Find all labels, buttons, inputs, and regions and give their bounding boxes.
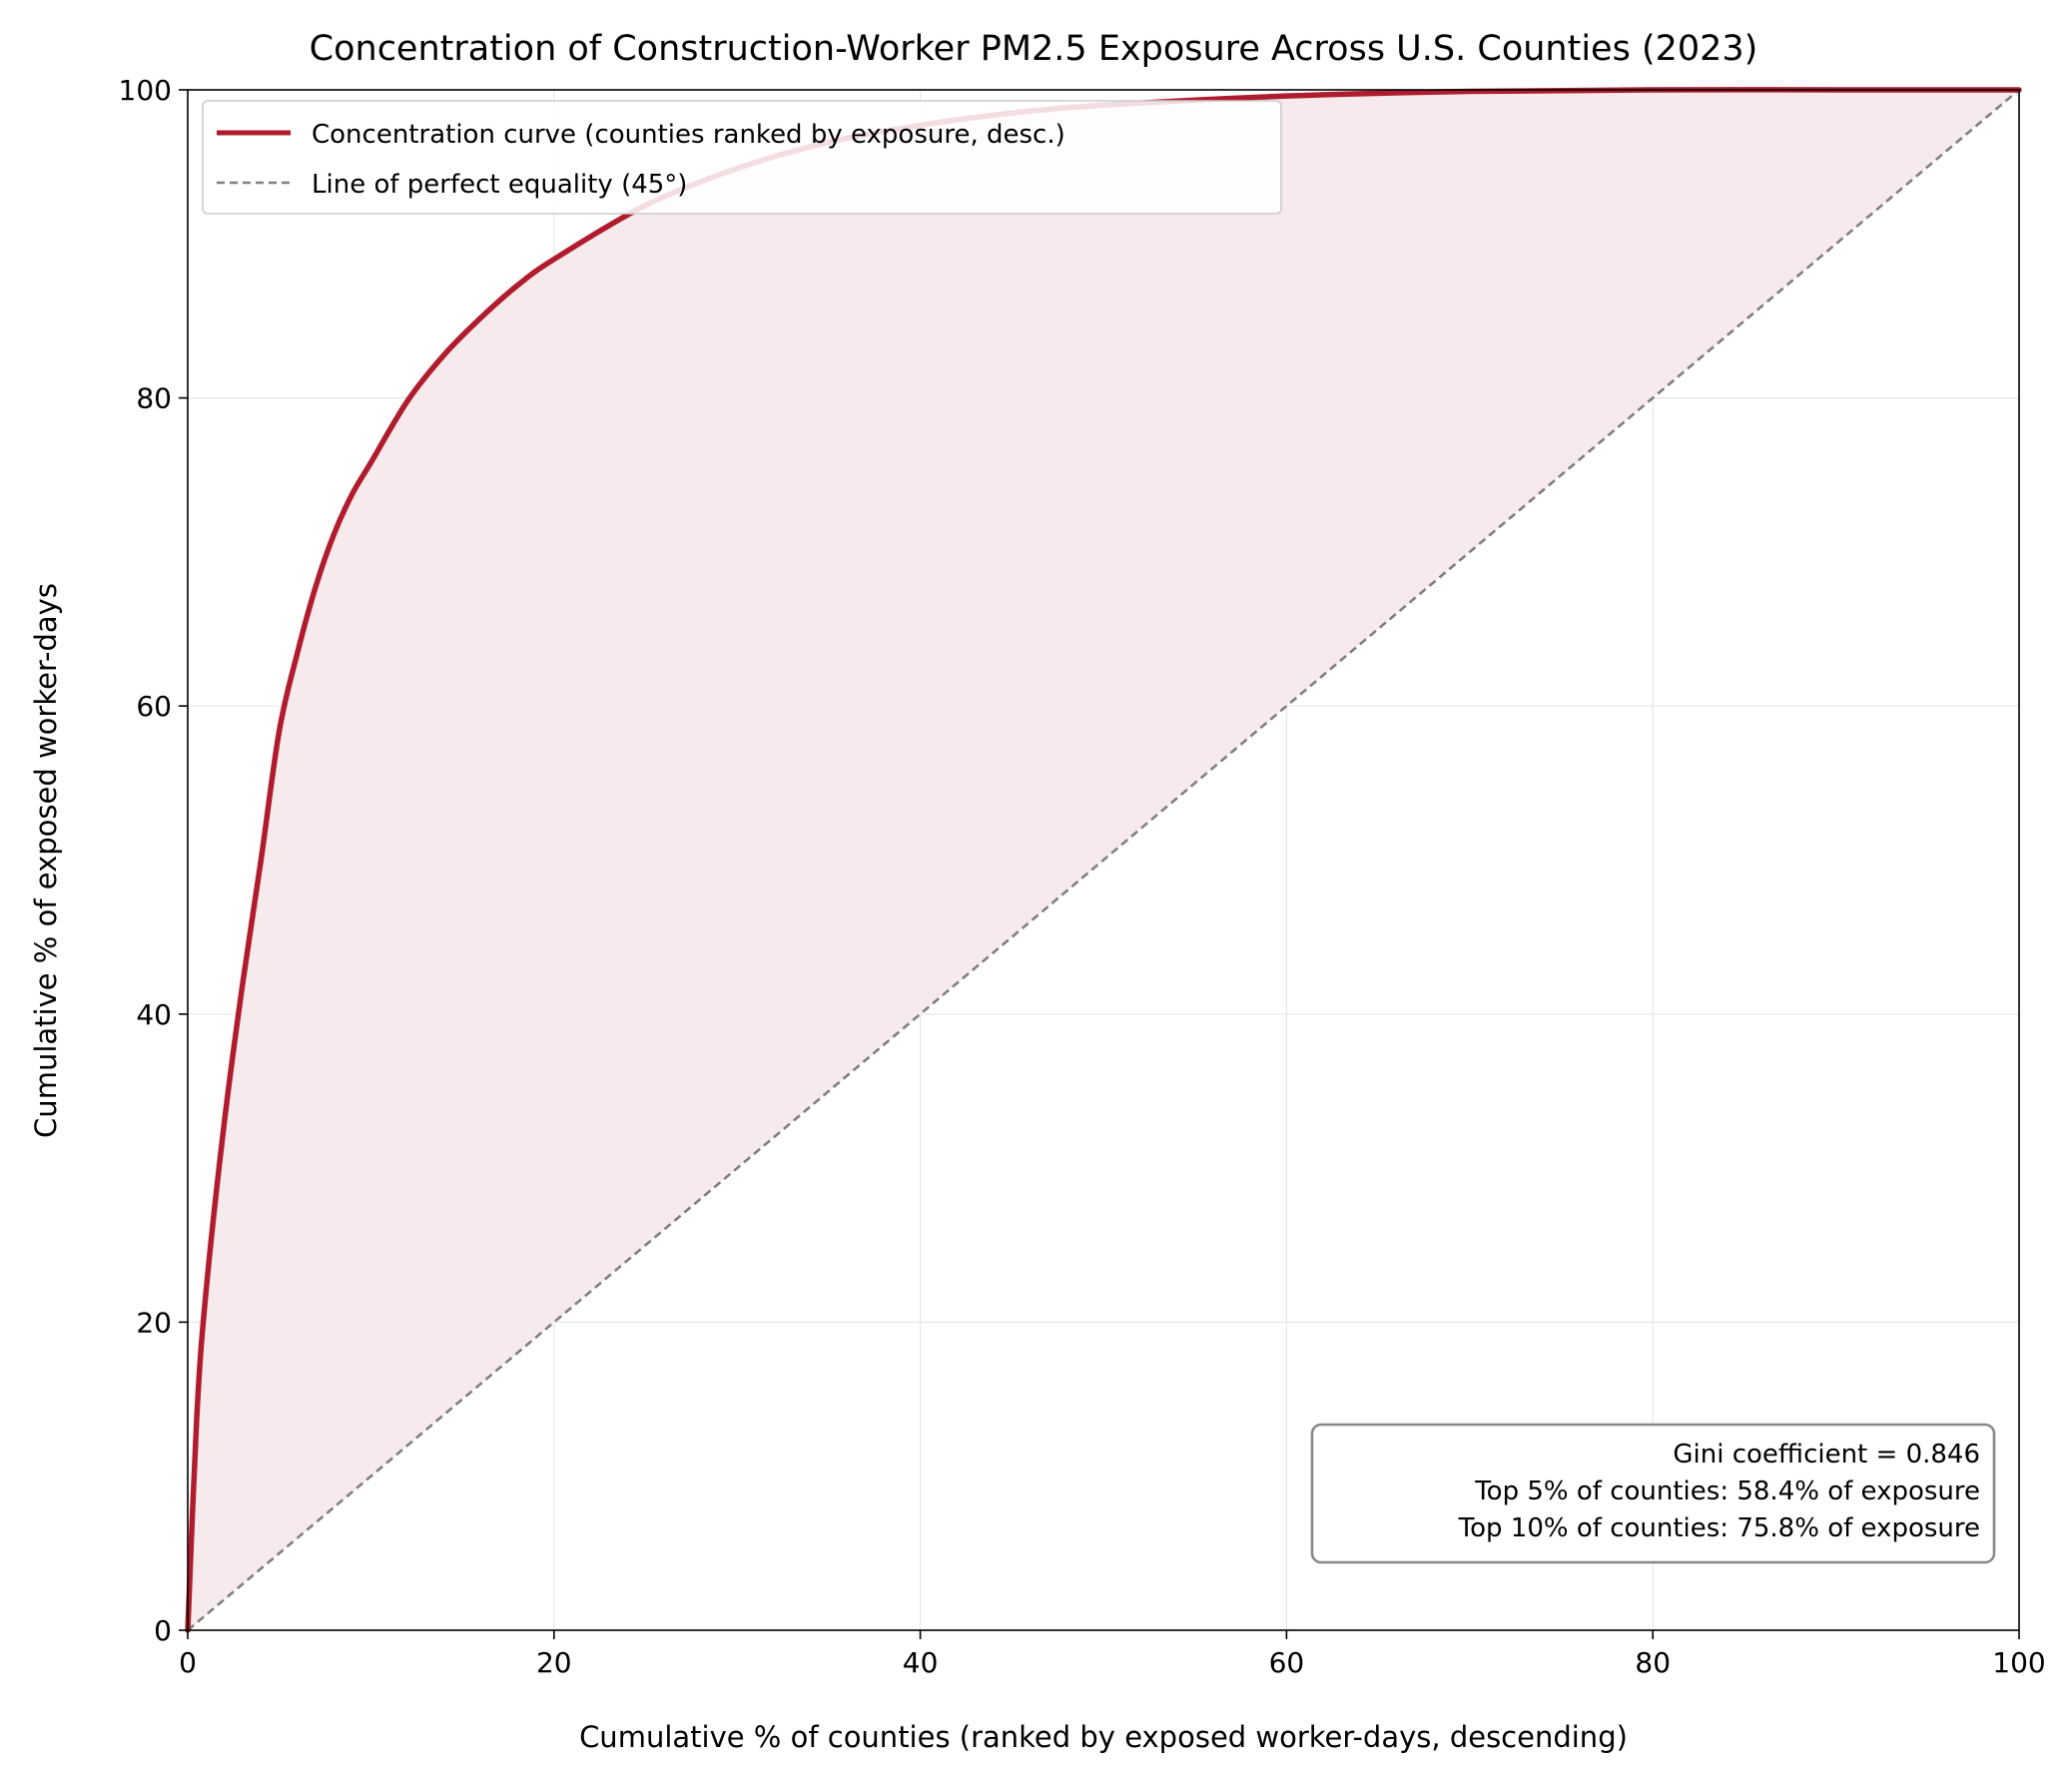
x-tick-label: 20 xyxy=(536,1646,572,1679)
x-tick-label: 80 xyxy=(1635,1646,1671,1679)
series-layer xyxy=(185,87,2022,1633)
stats-annotation: Gini coefficient = 0.846 Top 5% of count… xyxy=(1310,1423,1996,1564)
gini-annotation: Gini coefficient = 0.846 xyxy=(1673,1440,1980,1470)
x-tick-label: 0 xyxy=(179,1646,197,1679)
legend: Concentration curve (counties ranked by … xyxy=(202,100,1282,215)
tick-layer: 0 20 40 60 80 100 0 20 40 60 80 100 xyxy=(119,74,2046,1679)
y-tick-label: 40 xyxy=(136,998,172,1031)
legend-box xyxy=(202,100,1282,215)
y-tick-label: 0 xyxy=(154,1614,172,1647)
top10-annotation: Top 10% of counties: 75.8% of exposure xyxy=(1458,1513,1980,1543)
equality-line xyxy=(187,89,2020,1631)
y-axis-label: Cumulative % of exposed worker-days xyxy=(29,583,63,1138)
y-tick-label: 100 xyxy=(119,74,172,107)
x-axis-label: Cumulative % of counties (ranked by expo… xyxy=(579,1720,1628,1754)
chart-title: Concentration of Construction-Worker PM2… xyxy=(310,29,1758,69)
concentration-curve-line xyxy=(185,87,2022,1633)
y-tick-label: 20 xyxy=(136,1306,172,1339)
x-tick-label: 60 xyxy=(1269,1646,1305,1679)
legend-label-concentration: Concentration curve (counties ranked by … xyxy=(312,120,1065,150)
stats-annotation-box xyxy=(1310,1423,1996,1564)
legend-label-equality: Line of perfect equality (45°) xyxy=(312,170,687,200)
y-tick-label: 80 xyxy=(136,382,172,415)
x-tick-label: 40 xyxy=(903,1646,939,1679)
y-tick-label: 60 xyxy=(136,690,172,723)
plot-frame xyxy=(187,89,2020,1631)
top5-annotation: Top 5% of counties: 58.4% of exposure xyxy=(1474,1477,1980,1506)
x-tick-label: 100 xyxy=(1992,1646,2045,1679)
